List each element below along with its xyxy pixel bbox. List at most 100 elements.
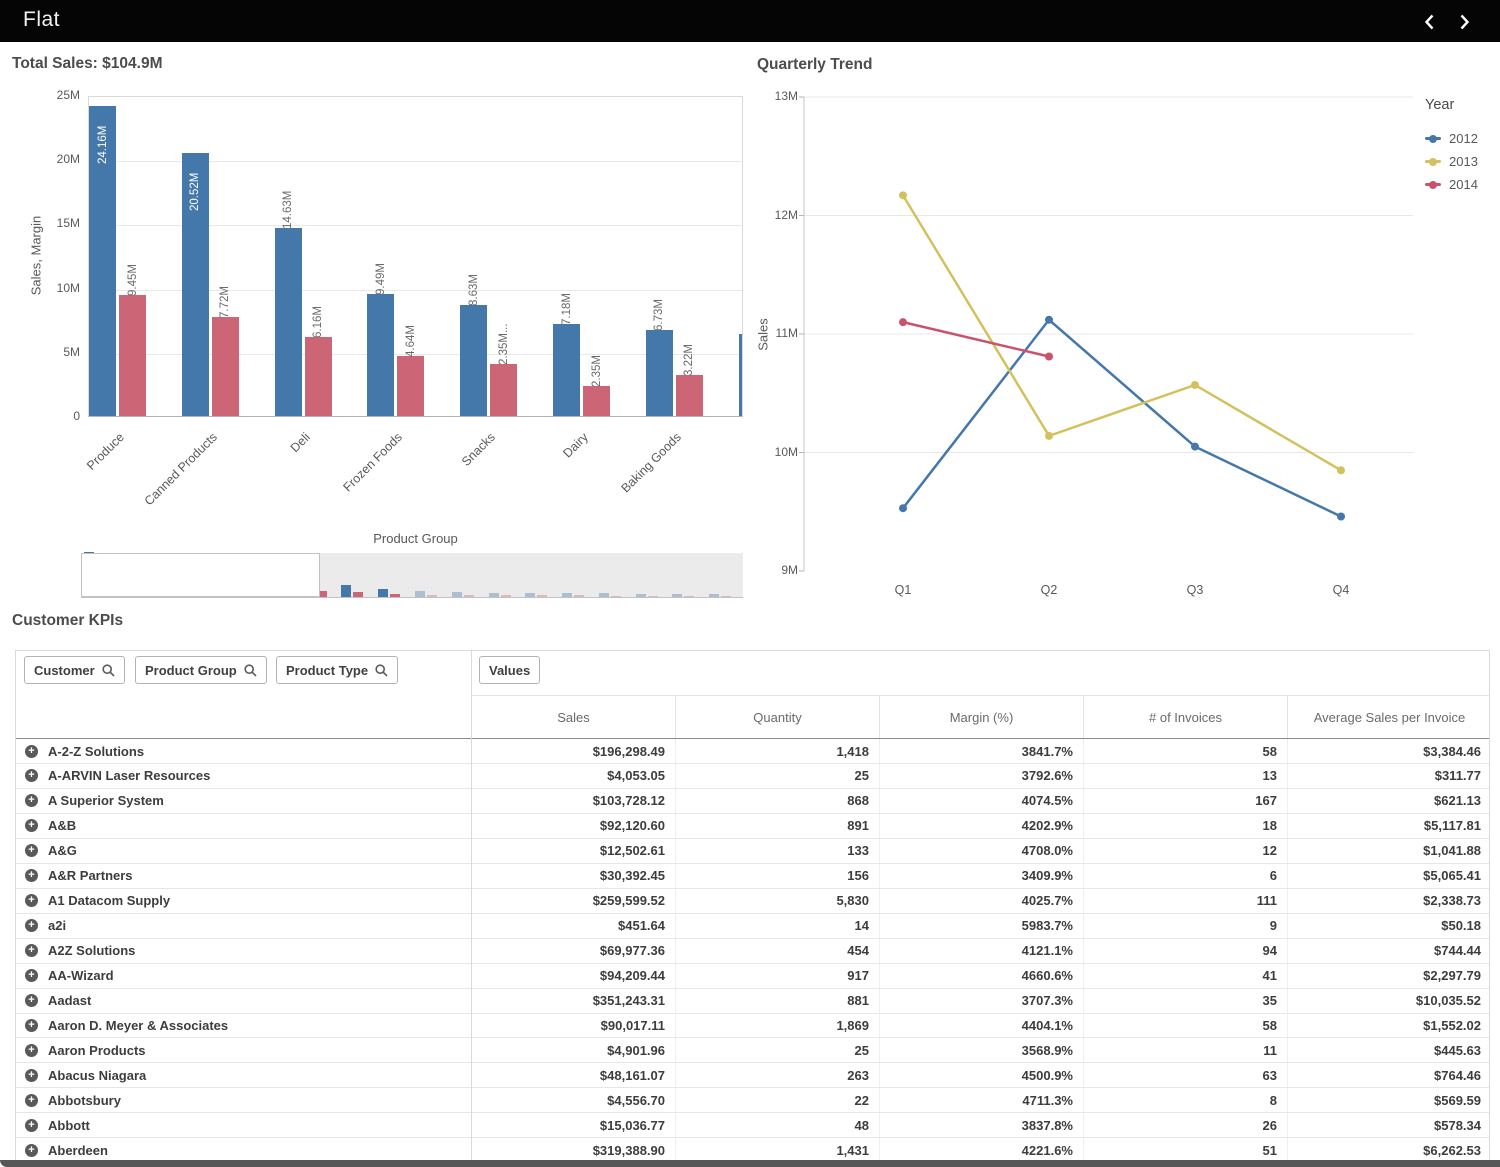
- table-row-customer[interactable]: + Aberdeen: [16, 1138, 471, 1161]
- column-header-4[interactable]: # of Invoices: [1083, 696, 1287, 739]
- expand-plus-icon[interactable]: +: [25, 769, 38, 783]
- column-header-1[interactable]: Sales: [471, 696, 675, 739]
- prev-sheet-button[interactable]: [1419, 11, 1441, 33]
- sales-bar-4[interactable]: [460, 305, 488, 416]
- data-point-2014[interactable]: [1045, 352, 1053, 361]
- expand-plus-icon[interactable]: +: [25, 944, 38, 958]
- data-point-2013[interactable]: [1191, 380, 1199, 389]
- data-point-2012[interactable]: [1337, 512, 1345, 521]
- next-sheet-button[interactable]: [1453, 11, 1475, 33]
- table-row-customer[interactable]: + Abacus Niagara: [16, 1063, 471, 1089]
- sales-bar-0[interactable]: [89, 105, 116, 416]
- table-row-values[interactable]: $48,161.07 263 4500.9% 63 $764.46: [471, 1063, 1489, 1089]
- mini-navigator-window[interactable]: [81, 553, 320, 597]
- table-row-values[interactable]: $259,599.52 5,830 4025.7% 111 $2,338.73: [471, 888, 1489, 914]
- expand-plus-icon[interactable]: +: [25, 894, 38, 908]
- table-row-values[interactable]: $92,120.60 891 4202.9% 18 $5,117.81: [471, 813, 1489, 839]
- dimension-button-customer[interactable]: Customer: [24, 656, 125, 684]
- dimension-button-product-type[interactable]: Product Type: [276, 656, 399, 684]
- table-row-values[interactable]: $196,298.49 1,418 3841.7% 58 $3,384.46: [471, 739, 1489, 764]
- expand-plus-icon[interactable]: +: [25, 969, 38, 983]
- expand-plus-icon[interactable]: +: [25, 794, 38, 808]
- mini-margin-bar: [427, 594, 437, 597]
- margin-bar-4[interactable]: [490, 364, 518, 416]
- expand-plus-icon[interactable]: +: [25, 1118, 38, 1132]
- table-row-customer[interactable]: + A-ARVIN Laser Resources: [16, 764, 471, 789]
- expand-plus-icon[interactable]: +: [25, 744, 38, 758]
- margin-bar-5[interactable]: [583, 385, 610, 416]
- legend-item-2014[interactable]: 2014: [1425, 173, 1497, 196]
- expand-plus-icon[interactable]: +: [25, 869, 38, 883]
- expand-plus-icon[interactable]: +: [25, 1093, 38, 1107]
- expand-plus-icon[interactable]: +: [25, 1043, 38, 1057]
- table-row-customer[interactable]: + A&R Partners: [16, 864, 471, 889]
- expand-plus-icon[interactable]: +: [25, 1143, 38, 1157]
- expand-plus-icon[interactable]: +: [25, 1068, 38, 1082]
- expand-plus-icon[interactable]: +: [25, 844, 38, 858]
- table-row-customer[interactable]: + Abbotsbury: [16, 1088, 471, 1114]
- table-row-customer[interactable]: + Aaron D. Meyer & Associates: [16, 1013, 471, 1039]
- expand-plus-icon[interactable]: +: [25, 994, 38, 1007]
- legend-item-2013[interactable]: 2013: [1425, 150, 1497, 173]
- dimension-button-product-group[interactable]: Product Group: [135, 656, 267, 684]
- value-cell: 263: [675, 1063, 879, 1088]
- sales-bar-5[interactable]: [553, 323, 580, 416]
- value-cell: 48: [675, 1113, 879, 1138]
- table-row-customer[interactable]: + Aadast: [16, 989, 471, 1014]
- table-row-values[interactable]: $4,053.05 25 3792.6% 13 $311.77: [471, 763, 1489, 789]
- margin-bar-2[interactable]: [304, 336, 332, 416]
- margin-bar-1[interactable]: [211, 316, 239, 416]
- table-row-values[interactable]: $69,977.36 454 4121.1% 94 $744.44: [471, 938, 1489, 964]
- customer-name: Aaron Products: [48, 1042, 146, 1058]
- table-row-values[interactable]: $4,901.96 25 3568.9% 11 $445.63: [471, 1038, 1489, 1064]
- data-point-2012[interactable]: [1191, 442, 1199, 451]
- table-row-customer[interactable]: + A&G: [16, 839, 471, 864]
- data-point-2013[interactable]: [1045, 431, 1053, 440]
- table-row-values[interactable]: $319,388.90 1,431 4221.6% 51 $6,262.53: [471, 1138, 1489, 1161]
- expand-plus-icon[interactable]: +: [25, 1018, 38, 1032]
- table-row-customer[interactable]: + AA-Wizard: [16, 964, 471, 989]
- table-row-customer[interactable]: + A-2-Z Solutions: [16, 739, 471, 764]
- table-row-customer[interactable]: + Abbott: [16, 1113, 471, 1139]
- table-row-values[interactable]: $103,728.12 868 4074.5% 167 $621.13: [471, 788, 1489, 814]
- legend-item-2012[interactable]: 2012: [1425, 127, 1497, 150]
- sales-bar-2[interactable]: [274, 228, 302, 416]
- sales-bar-6[interactable]: [645, 329, 673, 416]
- expand-plus-icon[interactable]: +: [25, 819, 38, 833]
- table-row-values[interactable]: $30,392.45 156 3409.9% 6 $5,065.41: [471, 863, 1489, 889]
- bar-chart-mini-navigator[interactable]: [81, 552, 743, 598]
- table-row-values[interactable]: $94,209.44 917 4660.6% 41 $2,297.79: [471, 963, 1489, 989]
- column-header-2[interactable]: Quantity: [675, 696, 879, 739]
- values-header-button[interactable]: Values: [479, 656, 541, 684]
- margin-bar-6[interactable]: [675, 374, 703, 416]
- customer-cell: + Aberdeen: [16, 1138, 471, 1161]
- table-row-customer[interactable]: + A&B: [16, 814, 471, 839]
- expand-plus-icon[interactable]: +: [25, 919, 38, 933]
- table-row-values[interactable]: $90,017.11 1,869 4404.1% 58 $1,552.02: [471, 1013, 1489, 1039]
- x-tick-label: Q2: [1040, 583, 1058, 597]
- data-point-2012[interactable]: [1045, 315, 1053, 324]
- table-row-customer[interactable]: + A1 Datacom Supply: [16, 889, 471, 914]
- column-header-5[interactable]: Average Sales per Invoice: [1287, 696, 1489, 739]
- table-row-values[interactable]: $451.64 14 5983.7% 9 $50.18: [471, 913, 1489, 939]
- sales-bar-1[interactable]: [181, 152, 209, 416]
- sales-bar-3[interactable]: [367, 294, 395, 416]
- table-row-values[interactable]: $4,556.70 22 4711.3% 8 $569.59: [471, 1088, 1489, 1114]
- table-row-values[interactable]: $15,036.77 48 3837.8% 26 $578.34: [471, 1113, 1489, 1139]
- data-point-2013[interactable]: [1337, 466, 1345, 475]
- header-divider: [16, 738, 1489, 739]
- data-point-2012[interactable]: [899, 504, 907, 513]
- table-row-values[interactable]: $12,502.61 133 4708.0% 12 $1,041.88: [471, 838, 1489, 864]
- data-point-2013[interactable]: [899, 191, 907, 200]
- margin-bar-0[interactable]: [119, 294, 146, 416]
- value-cell: 58: [1083, 1013, 1287, 1038]
- sales-bar-clipped[interactable]: [738, 333, 742, 416]
- table-row-customer[interactable]: + A2Z Solutions: [16, 939, 471, 964]
- table-row-values[interactable]: $351,243.31 881 3707.3% 35 $10,035.52: [471, 988, 1489, 1014]
- margin-bar-3[interactable]: [397, 356, 425, 416]
- data-point-2014[interactable]: [899, 318, 907, 327]
- table-row-customer[interactable]: + Aaron Products: [16, 1038, 471, 1064]
- table-row-customer[interactable]: + a2i: [16, 914, 471, 939]
- column-header-3[interactable]: Margin (%): [879, 696, 1083, 739]
- table-row-customer[interactable]: + A Superior System: [16, 789, 471, 814]
